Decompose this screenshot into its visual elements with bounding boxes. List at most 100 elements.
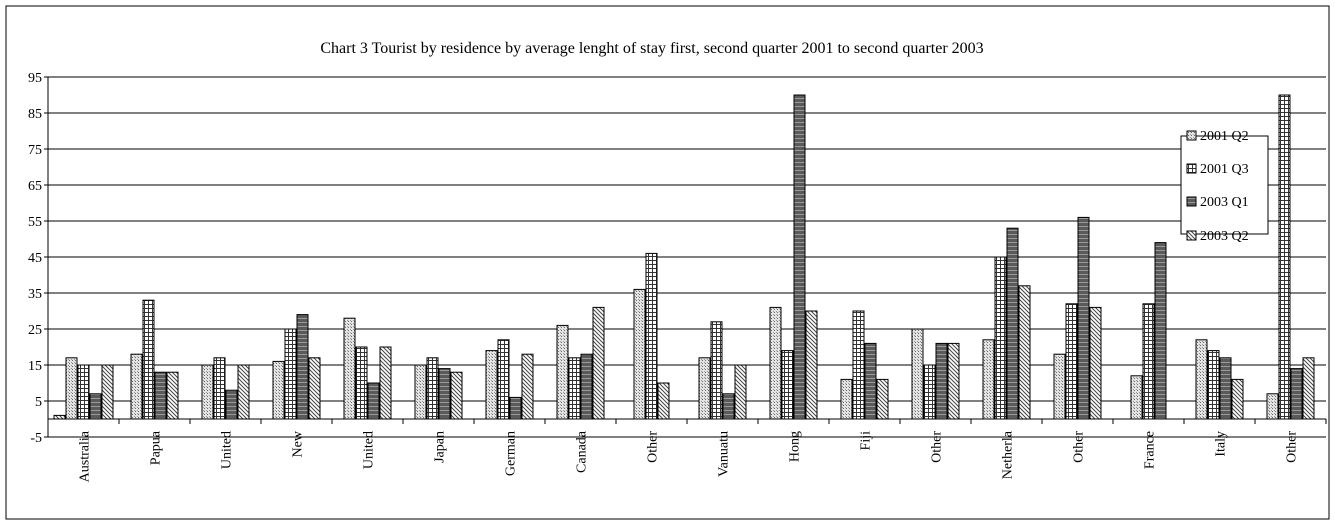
bar [1077, 216, 1090, 420]
y-tick-label: 95 [28, 71, 42, 86]
bar [450, 371, 463, 420]
bar [793, 94, 806, 420]
x-tick-label: France [1143, 431, 1158, 469]
bar [864, 342, 877, 420]
bar [414, 364, 427, 420]
bar [935, 342, 948, 420]
gridlines [48, 76, 1326, 438]
y-tick-label: 15 [28, 359, 42, 374]
x-axis-labels: Australia Papua United New United Japan German… [78, 430, 1300, 482]
x-tick-label: Other [930, 431, 945, 463]
bar [237, 364, 250, 420]
legend-swatch [1186, 130, 1197, 141]
bar [438, 368, 451, 420]
x-tick-label: German [504, 431, 519, 476]
bar [65, 357, 78, 420]
y-axis-ticks: 95 85 75 65 55 45 35 25 15 5 -5 [28, 71, 48, 446]
y-tick-label: 35 [28, 287, 42, 302]
bar [734, 364, 747, 420]
chart-frame [5, 5, 1330, 520]
bar [201, 364, 214, 420]
bar [1006, 227, 1019, 420]
bar [355, 346, 368, 420]
x-tick-label: Other [1285, 431, 1300, 463]
x-tick-label: Other [1072, 431, 1087, 463]
bar [923, 364, 936, 420]
bar [1231, 378, 1244, 420]
bar [521, 353, 534, 420]
bar [840, 378, 853, 420]
bar [1154, 242, 1167, 420]
y-tick-label: 65 [28, 179, 42, 194]
x-tick-label: United [220, 431, 235, 469]
y-tick-label: 85 [28, 107, 42, 122]
bar [343, 317, 356, 420]
y-tick-label: 55 [28, 215, 42, 230]
bar [1219, 357, 1232, 420]
bar [130, 353, 143, 420]
bar [1130, 375, 1143, 420]
legend-label: 2003 Q1 [1200, 195, 1249, 210]
y-tick-label: -5 [30, 431, 42, 446]
bar [947, 342, 960, 420]
x-tick-label: Other [646, 431, 661, 463]
x-tick-label: United [362, 431, 377, 469]
legend-swatch [1186, 163, 1197, 174]
bar [379, 346, 392, 420]
x-tick-label: Vanuatu [717, 431, 732, 477]
bar [876, 378, 889, 420]
bar [805, 310, 818, 420]
bar [1089, 306, 1102, 420]
x-tick-label: New [291, 430, 306, 457]
x-tick-label: Papua [149, 430, 164, 465]
bar [284, 328, 297, 420]
bar [296, 314, 309, 420]
bar [556, 324, 569, 420]
bar [1207, 350, 1220, 420]
x-tick-label: Hong [788, 431, 803, 462]
bar [1302, 357, 1315, 420]
bar [426, 357, 439, 420]
y-tick-label: 75 [28, 143, 42, 158]
bar [982, 339, 995, 420]
bar [1142, 303, 1155, 420]
bar [1053, 353, 1066, 420]
bar [367, 382, 380, 420]
bar [657, 382, 670, 420]
bar [1278, 94, 1291, 420]
bar [852, 310, 865, 420]
bar [994, 256, 1007, 420]
legend-label: 2001 Q3 [1200, 162, 1249, 177]
bar [53, 414, 66, 420]
bar [154, 371, 167, 420]
legend-swatch [1186, 230, 1197, 241]
bar [698, 357, 711, 420]
bar [769, 306, 782, 420]
bar [272, 360, 285, 420]
x-tick-label: Italy [1214, 431, 1229, 457]
bar [485, 350, 498, 420]
bar [1065, 303, 1078, 420]
bar [633, 288, 646, 420]
legend-box [1180, 135, 1269, 235]
bar [497, 339, 510, 420]
x-tick-label: Australia [78, 430, 93, 482]
y-tick-label: 5 [35, 395, 42, 410]
legend-swatch [1186, 196, 1197, 207]
bar [645, 252, 658, 420]
y-tick-label: 45 [28, 251, 42, 266]
bar [509, 396, 522, 420]
bar [592, 306, 605, 420]
bar [142, 299, 155, 420]
bar [101, 364, 114, 420]
bar [710, 321, 723, 420]
legend-label: 2001 Q2 [1200, 129, 1249, 144]
bar [213, 357, 226, 420]
chart-title: Chart 3 Tourist by residence by average … [320, 40, 983, 57]
bar [89, 393, 102, 420]
bar [308, 357, 321, 420]
y-tick-label: 25 [28, 323, 42, 338]
bar [1290, 368, 1303, 420]
x-tick-label: Japan [433, 431, 448, 463]
